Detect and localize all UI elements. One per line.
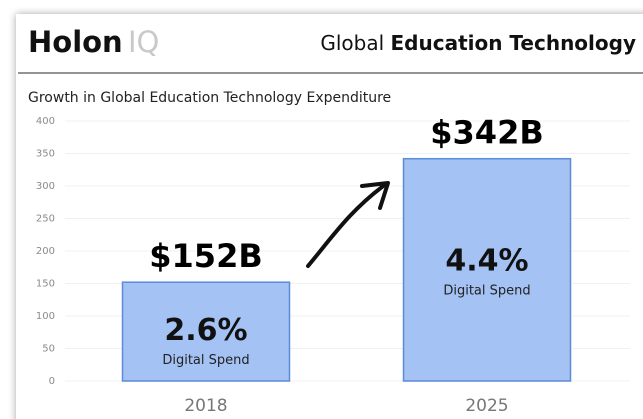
logo-accent: IQ <box>128 25 159 59</box>
value-label: $342B <box>430 114 543 152</box>
y-tick-label: 200 <box>36 246 55 257</box>
arrow <box>306 182 388 268</box>
y-tick-label: 350 <box>36 149 55 160</box>
bar-note: 4.4% <box>445 243 528 278</box>
bar <box>121 281 291 382</box>
title-bold: Education Technology <box>391 31 637 55</box>
title-light: Global <box>320 31 384 55</box>
x-tick-label: 2025 <box>465 396 508 416</box>
header-title: Global Education Technology <box>320 31 636 55</box>
plot: 0 50 100 150 200 250 300 350 400 2018 $152B 2.6% Dig… <box>36 114 630 416</box>
bar-note-label: Digital Spend <box>443 283 530 298</box>
value-label: $152B <box>149 237 262 275</box>
y-tick-label: 100 <box>36 311 55 322</box>
y-tick-label: 400 <box>36 116 55 127</box>
bar <box>402 157 572 382</box>
x-tick-label: 2018 <box>184 396 227 416</box>
bar-note: 2.6% <box>164 313 247 348</box>
y-tick-label: 0 <box>49 376 55 387</box>
bar-note-label: Digital Spend <box>162 353 249 368</box>
y-tick-label: 150 <box>36 279 55 290</box>
chart-title: Growth in Global Education Technology Ex… <box>28 90 391 106</box>
arrow-head <box>360 181 390 210</box>
y-tick-label: 250 <box>36 214 55 225</box>
y-tick-label: 50 <box>42 344 55 355</box>
y-tick-label: 300 <box>36 181 55 192</box>
logo-main: Holon <box>28 25 123 59</box>
